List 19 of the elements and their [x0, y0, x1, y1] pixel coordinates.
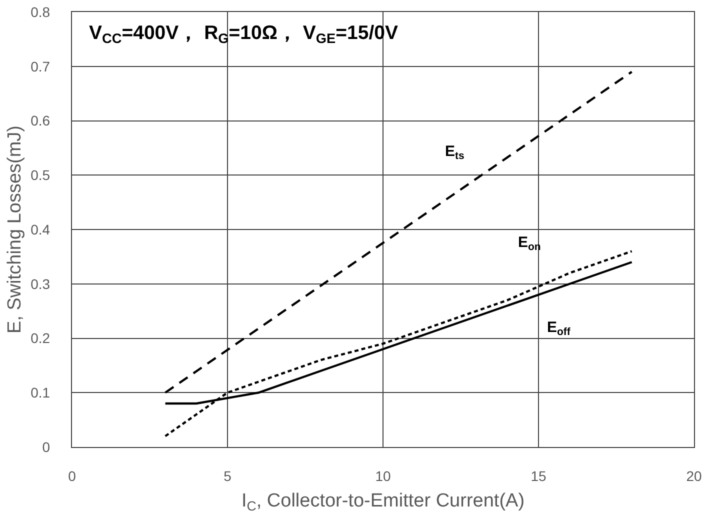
x-tick-label: 20: [686, 468, 702, 484]
y-tick-label: 0: [42, 438, 50, 455]
y-tick-label: 0.3: [30, 276, 50, 292]
series-label: E$_{off}$: [547, 319, 571, 338]
series-label: E$_{ts}$: [445, 143, 465, 162]
y-tick-label: 0.1: [30, 384, 50, 401]
x-tick-label: 5: [224, 468, 232, 484]
y-axis-title: E, Switching Losses(mJ): [4, 125, 26, 334]
x-axis-title: I$_{C}$, Collector-to-Emitter Current(A): [241, 490, 525, 514]
y-tick-label: 0.8: [30, 4, 50, 20]
x-tick-label: 10: [375, 468, 391, 484]
y-tick-label: 0.7: [30, 58, 50, 74]
y-tick-label: 0.2: [30, 330, 50, 346]
y-tick-label: 0.5: [30, 167, 50, 184]
x-tick-label: 0: [68, 468, 76, 484]
y-tick-label: 0.6: [30, 112, 50, 129]
y-tick-label: 0.4: [30, 221, 50, 238]
line-series: [164, 250, 633, 438]
x-tick-label: 15: [530, 468, 546, 484]
